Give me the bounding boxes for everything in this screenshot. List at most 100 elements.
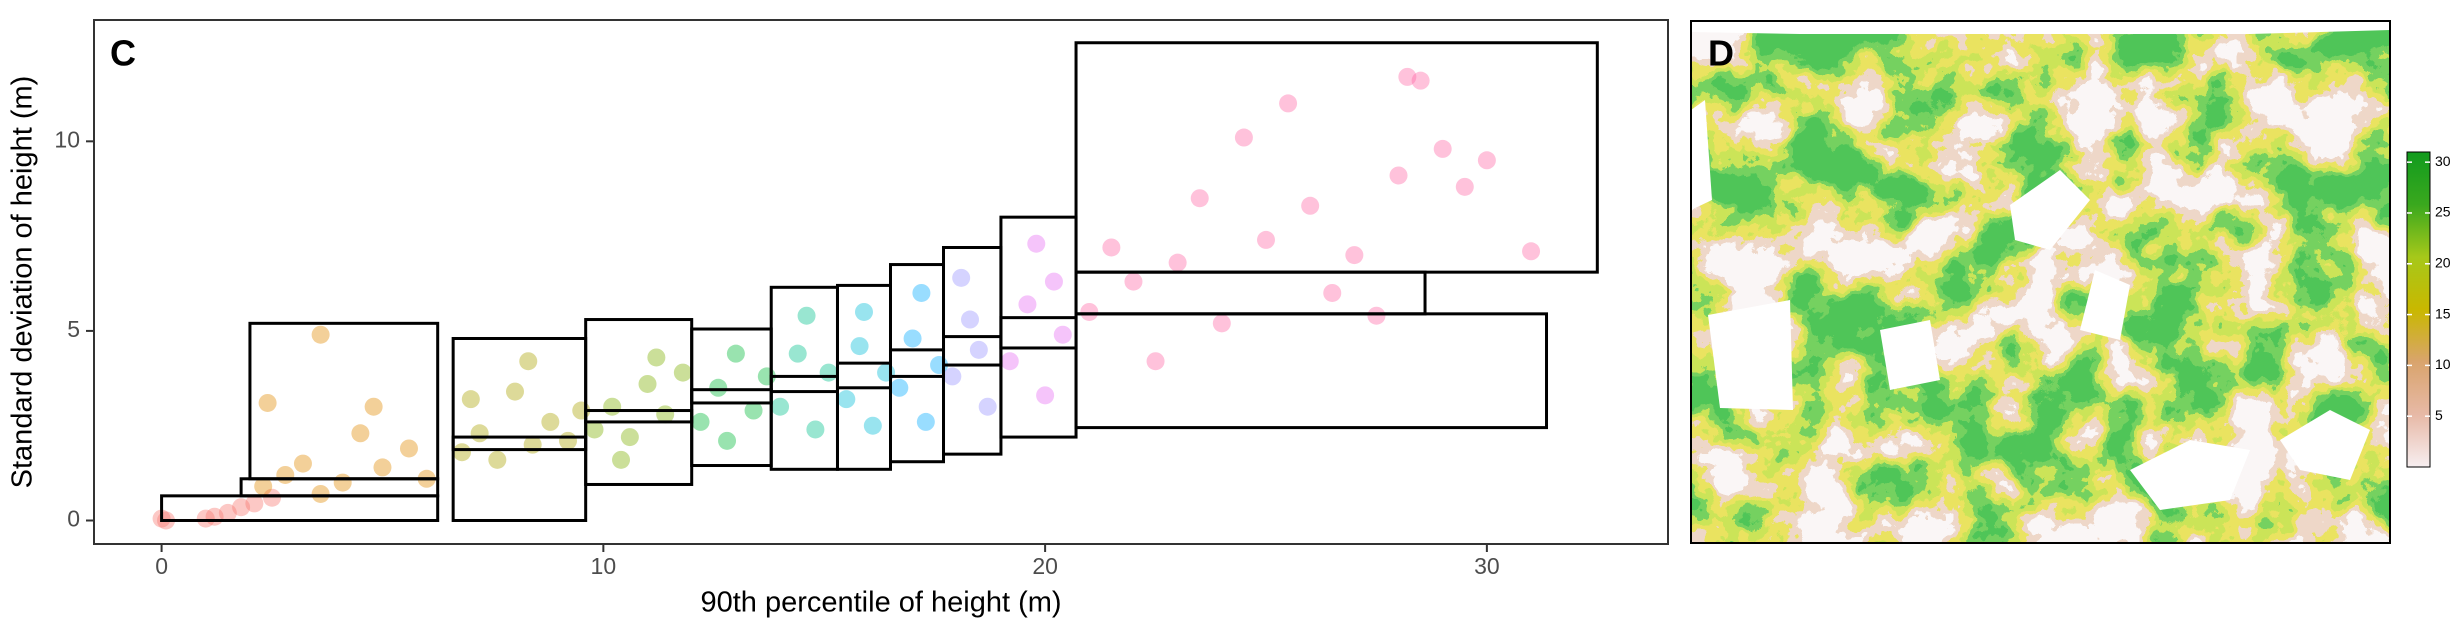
panel-c-frame [93, 19, 1669, 545]
point [1234, 128, 1253, 147]
point [1146, 352, 1165, 371]
point [806, 420, 825, 439]
point [1411, 71, 1430, 90]
point [1256, 230, 1275, 249]
bin-box [1074, 312, 1549, 430]
point [541, 412, 560, 431]
point [1455, 177, 1474, 196]
point [488, 450, 507, 469]
point [1279, 94, 1298, 113]
point [1477, 151, 1496, 170]
point [254, 477, 273, 496]
panel-d-frame [1690, 20, 2391, 544]
point [1044, 272, 1063, 291]
point [978, 397, 997, 416]
colorbar-label: 30 [2435, 153, 2451, 169]
point [373, 458, 392, 477]
point [519, 352, 538, 371]
point [232, 498, 251, 517]
colorbar [2406, 151, 2431, 468]
point [744, 401, 763, 420]
point [1000, 352, 1019, 371]
point [1102, 238, 1121, 257]
point [399, 439, 418, 458]
colorbar-label: 5 [2435, 407, 2443, 423]
point [1367, 306, 1386, 325]
point [351, 424, 370, 443]
point [620, 428, 639, 447]
point [1522, 242, 1541, 261]
panel-label: C [110, 33, 136, 74]
point [559, 431, 578, 450]
point [1398, 67, 1417, 86]
point [1124, 272, 1143, 291]
point [293, 454, 312, 473]
x-tick-label: 30 [1474, 553, 1500, 579]
colorbar-label: 10 [2435, 356, 2451, 372]
point [311, 325, 330, 344]
point [877, 363, 896, 382]
y-axis-title: Standard deviation of height (m) [7, 76, 39, 489]
point [1433, 139, 1452, 158]
point [969, 340, 988, 359]
point [612, 450, 631, 469]
point [797, 306, 816, 325]
point [276, 465, 295, 484]
colorbar-label: 20 [2435, 254, 2451, 270]
point [890, 378, 909, 397]
x-tick-label: 10 [591, 553, 617, 579]
point [1323, 283, 1342, 302]
panel-label: D [1708, 33, 1734, 74]
plot-area [152, 41, 1599, 530]
point [952, 268, 971, 287]
bin-box [248, 321, 440, 481]
point [1190, 189, 1209, 208]
point [726, 344, 745, 363]
point [196, 509, 215, 528]
point [1212, 314, 1231, 333]
point [903, 329, 922, 348]
colorbar-label: 25 [2435, 204, 2451, 220]
point [837, 390, 856, 409]
point [311, 484, 330, 503]
point [1036, 386, 1055, 405]
point [709, 378, 728, 397]
point [245, 494, 264, 513]
point [452, 443, 471, 462]
point [1389, 166, 1408, 185]
point [1053, 325, 1072, 344]
point [916, 412, 935, 431]
point [1168, 253, 1187, 272]
y-tick-label: 0 [67, 506, 80, 532]
y-tick-label: 10 [54, 126, 80, 152]
point [691, 412, 710, 431]
point [943, 367, 962, 386]
point [1080, 302, 1099, 321]
point [819, 363, 838, 382]
point [912, 283, 931, 302]
point [461, 390, 480, 409]
point [1301, 196, 1320, 215]
point [263, 488, 282, 507]
point [218, 503, 237, 522]
point [364, 397, 383, 416]
point [470, 424, 489, 443]
point [788, 344, 807, 363]
point [603, 397, 622, 416]
point [961, 310, 980, 329]
y-tick-label: 5 [67, 316, 80, 342]
point [863, 416, 882, 435]
point [585, 420, 604, 439]
point [850, 337, 869, 356]
x-axis-title: 90th percentile of height (m) [700, 587, 1061, 619]
point [854, 302, 873, 321]
point [718, 431, 737, 450]
map-gaps [1691, 21, 2390, 510]
point [1345, 246, 1364, 265]
point [771, 397, 790, 416]
map-texture [1691, 21, 2390, 543]
point [673, 363, 692, 382]
point [638, 374, 657, 393]
